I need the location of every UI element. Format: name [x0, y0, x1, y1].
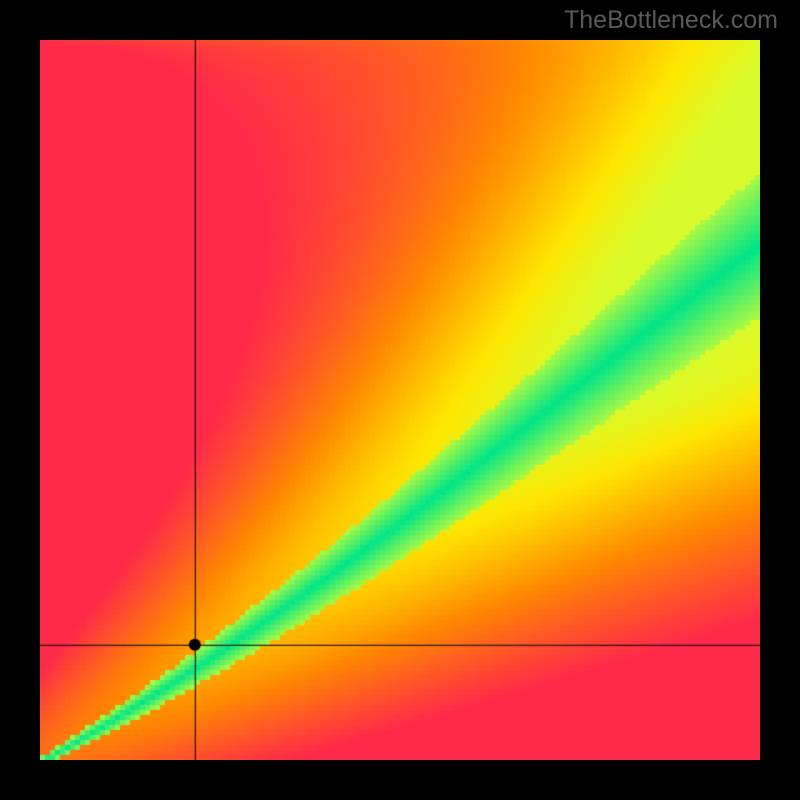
heatmap-canvas [40, 40, 760, 760]
watermark-text: TheBottleneck.com [564, 6, 778, 35]
heatmap-plot [40, 40, 760, 760]
